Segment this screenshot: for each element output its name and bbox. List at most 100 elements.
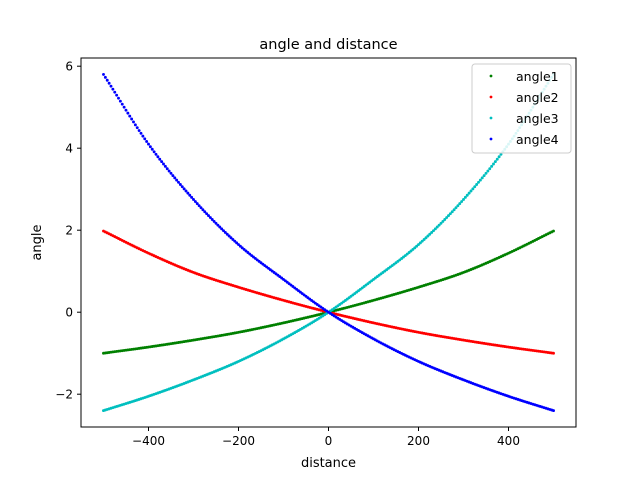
x-tick-label: 200 — [407, 434, 430, 448]
point-angle3 — [482, 174, 486, 178]
point-angle3 — [448, 212, 452, 216]
point-angle4 — [133, 123, 137, 127]
legend-marker-angle1 — [489, 74, 493, 78]
y-tick-label: 0 — [65, 306, 73, 320]
point-angle3 — [415, 244, 419, 248]
point-angle3 — [458, 202, 462, 206]
legend: angle1 angle2 angle3 angle4 — [471, 63, 572, 154]
point-angle3 — [437, 223, 441, 227]
point-angle3 — [492, 162, 495, 166]
point-angle3 — [477, 180, 480, 184]
point-angle4 — [105, 78, 109, 82]
point-angle4 — [169, 171, 173, 175]
point-angle4 — [199, 206, 203, 210]
point-angle3 — [445, 216, 449, 220]
point-angle4 — [107, 81, 111, 85]
legend-box — [471, 63, 572, 154]
point-angle4 — [182, 187, 186, 191]
point-angle3 — [422, 238, 426, 241]
point-angle3 — [497, 155, 501, 159]
point-angle4 — [165, 167, 169, 171]
point-angle3 — [462, 198, 465, 201]
point-angle3 — [463, 195, 467, 199]
point-angle3 — [495, 157, 499, 161]
series-layer — [102, 72, 555, 413]
y-tick-label: 4 — [65, 142, 73, 156]
x-axis: −400 −200 0 200 400 — [132, 427, 520, 448]
point-angle4 — [552, 409, 555, 413]
point-angle4 — [132, 120, 135, 124]
legend-label-angle1: angle1 — [516, 69, 559, 84]
point-angle4 — [205, 212, 209, 216]
point-angle3 — [426, 234, 430, 238]
point-angle3 — [475, 183, 479, 186]
point-angle4 — [193, 200, 197, 203]
point-angle3 — [418, 241, 422, 245]
point-angle4 — [128, 114, 132, 118]
chart-title: angle and distance — [259, 37, 397, 53]
point-angle4 — [186, 191, 190, 195]
legend-label-angle3: angle3 — [516, 111, 559, 126]
point-angle4 — [171, 174, 175, 178]
point-angle4 — [212, 219, 216, 223]
point-angle4 — [118, 99, 122, 103]
point-angle3 — [430, 231, 434, 234]
x-tick-label: −200 — [222, 434, 255, 448]
point-angle4 — [223, 231, 227, 234]
point-angle3 — [478, 178, 482, 182]
point-angle4 — [109, 84, 113, 88]
point-angle4 — [135, 126, 139, 130]
point-angle3 — [488, 167, 492, 171]
point-angle3 — [484, 171, 488, 175]
point-angle4 — [190, 195, 194, 199]
point-angle4 — [160, 160, 164, 164]
point-angle3 — [467, 191, 471, 195]
x-tick-label: 400 — [497, 434, 520, 448]
point-angle3 — [452, 208, 456, 212]
point-angle4 — [167, 169, 171, 173]
legend-label-angle4: angle4 — [516, 132, 559, 147]
legend-marker-angle3 — [489, 116, 493, 120]
point-angle4 — [192, 198, 195, 201]
y-tick-label: −2 — [55, 388, 73, 402]
point-angle4 — [154, 152, 158, 156]
point-angle4 — [137, 129, 141, 132]
point-angle3 — [424, 236, 428, 240]
point-angle4 — [158, 157, 162, 161]
point-angle3 — [456, 204, 460, 208]
point-angle3 — [454, 206, 458, 210]
point-angle4 — [201, 208, 205, 212]
point-angle4 — [147, 142, 150, 146]
point-angle4 — [203, 210, 207, 214]
y-tick-label: 2 — [65, 224, 73, 238]
point-angle4 — [184, 189, 188, 193]
point-angle4 — [126, 111, 130, 115]
point-angle3 — [441, 219, 445, 223]
point-angle4 — [208, 216, 212, 220]
point-angle4 — [225, 232, 229, 236]
x-tick-label: −400 — [132, 434, 165, 448]
point-angle4 — [130, 117, 134, 121]
point-angle4 — [173, 176, 177, 180]
point-angle4 — [218, 225, 222, 229]
point-angle1 — [552, 229, 555, 233]
point-angle4 — [120, 102, 124, 106]
point-angle3 — [435, 225, 439, 229]
point-angle4 — [207, 214, 210, 218]
point-angle4 — [188, 193, 192, 197]
point-angle2 — [552, 351, 555, 355]
series-angle1 — [102, 229, 555, 355]
point-angle3 — [471, 187, 475, 191]
point-angle4 — [238, 244, 242, 248]
point-angle4 — [235, 241, 239, 245]
point-angle4 — [122, 105, 126, 109]
point-angle4 — [222, 229, 225, 233]
y-tick-label: 6 — [65, 60, 73, 74]
point-angle3 — [433, 227, 437, 231]
x-axis-label: distance — [301, 456, 356, 471]
point-angle3 — [432, 229, 435, 233]
point-angle3 — [465, 193, 469, 197]
point-angle3 — [486, 169, 490, 173]
point-angle4 — [152, 150, 156, 154]
